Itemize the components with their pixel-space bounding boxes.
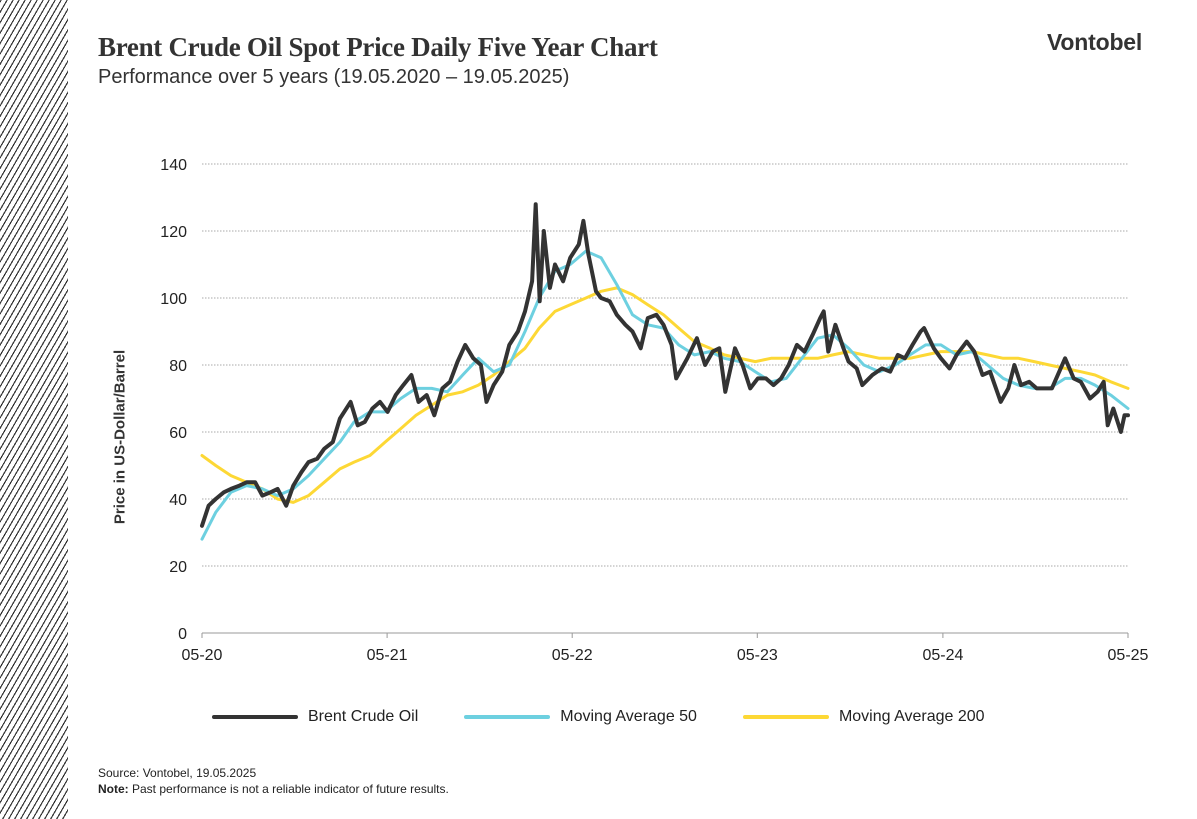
legend-label-brent: Brent Crude Oil <box>308 708 419 725</box>
x-tick-label: 05-25 <box>1108 647 1149 664</box>
series-line-moving-average-50 <box>200 249 1130 541</box>
legend-item-brent: Brent Crude Oil <box>212 708 418 726</box>
legend-item-ma200: Moving Average 200 <box>742 708 985 726</box>
y-tick-label: 0 <box>178 626 187 643</box>
note-label: Note: <box>98 782 129 796</box>
x-tick-label: 05-22 <box>552 647 593 664</box>
source-note: Source: Vontobel, 19.05.2025 Note: Past … <box>98 765 449 797</box>
y-tick-label: 120 <box>160 224 187 241</box>
chart-title: Brent Crude Oil Spot Price Daily Five Ye… <box>98 32 658 62</box>
chart-subtitle: Performance over 5 years (19.05.2020 – 1… <box>98 66 570 88</box>
series-line-moving-average-200 <box>200 286 1130 504</box>
y-tick-label: 100 <box>160 291 187 308</box>
legend-label-ma200: Moving Average 200 <box>838 708 985 725</box>
y-tick-label: 80 <box>169 358 187 375</box>
source-text: Source: Vontobel, 19.05.2025 <box>98 766 257 780</box>
decorative-hatch-stripe <box>0 0 68 819</box>
legend-item-ma50: Moving Average 50 <box>464 708 697 726</box>
x-tick-label: 05-23 <box>737 647 778 664</box>
y-tick-label: 40 <box>169 492 187 509</box>
y-tick-label: 140 <box>160 157 187 174</box>
y-tick-label: 20 <box>169 559 187 576</box>
note-text: Past performance is not a reliable indic… <box>128 782 449 796</box>
legend-swatch-ma50 <box>464 715 551 719</box>
x-tick-label: 05-21 <box>367 647 408 664</box>
legend-swatch-ma200 <box>742 715 829 719</box>
disclaimer: Note: Past performance is not a reliable… <box>98 781 449 797</box>
legend-swatch-brent <box>212 715 298 719</box>
x-tick-label: 05-20 <box>182 647 223 664</box>
x-tick-label: 05-24 <box>922 647 963 664</box>
y-tick-label: 60 <box>169 425 187 442</box>
series-line-brent-crude-oil <box>200 202 1130 528</box>
vontobel-logo: Vontobel <box>1047 29 1143 55</box>
legend-label-ma50: Moving Average 50 <box>560 708 697 725</box>
legend: Brent Crude Oil Moving Average 50 Moving… <box>212 708 1003 726</box>
